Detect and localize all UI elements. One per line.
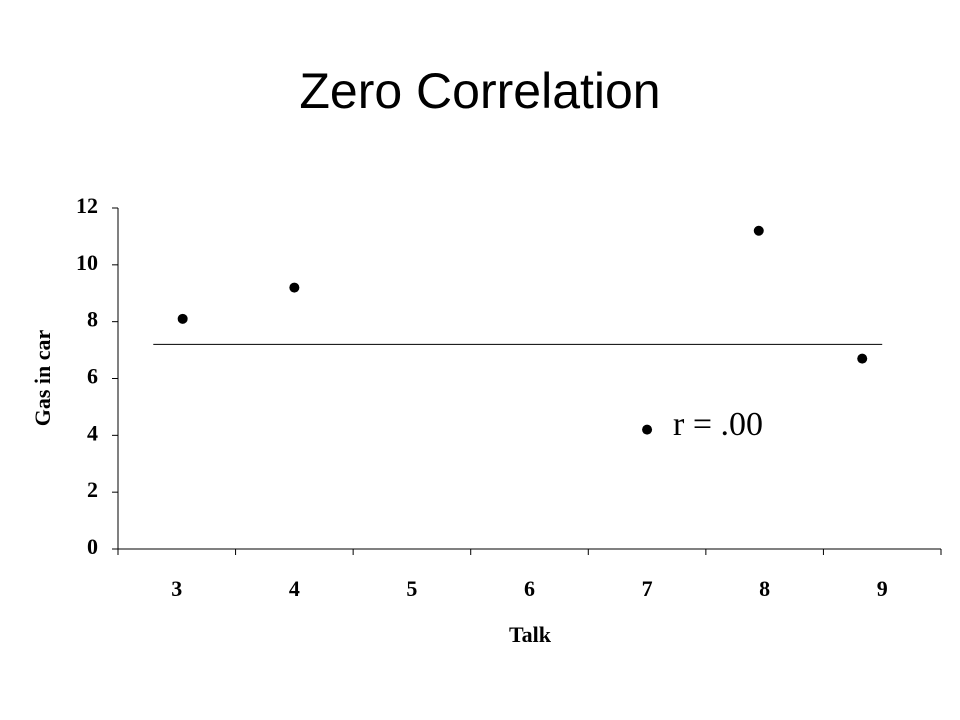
point [642, 424, 653, 435]
y-tick-label: 4 [87, 420, 98, 445]
point [857, 353, 868, 364]
y-tick-label: 6 [87, 364, 98, 389]
x-tick-label: 7 [642, 576, 653, 601]
y-tick-label: 10 [76, 250, 98, 275]
y-tick-label: 2 [87, 477, 98, 502]
x-axis-label: Talk [509, 622, 552, 647]
point [289, 282, 300, 293]
x-tick-label: 4 [289, 576, 300, 601]
x-tick-label: 9 [877, 576, 888, 601]
point [177, 313, 188, 324]
x-tick-label: 8 [759, 576, 770, 601]
chart-title: Zero Correlation [299, 63, 660, 119]
annotation: r = .00 [673, 406, 763, 443]
y-tick-label: 8 [87, 307, 98, 332]
point [753, 225, 764, 236]
x-tick-label: 5 [406, 576, 417, 601]
y-tick-label: 12 [76, 193, 98, 218]
x-tick-label: 3 [171, 576, 182, 601]
x-tick-label: 6 [524, 576, 535, 601]
y-tick-label: 0 [87, 534, 98, 559]
y-axis-label: Gas in car [30, 329, 55, 426]
